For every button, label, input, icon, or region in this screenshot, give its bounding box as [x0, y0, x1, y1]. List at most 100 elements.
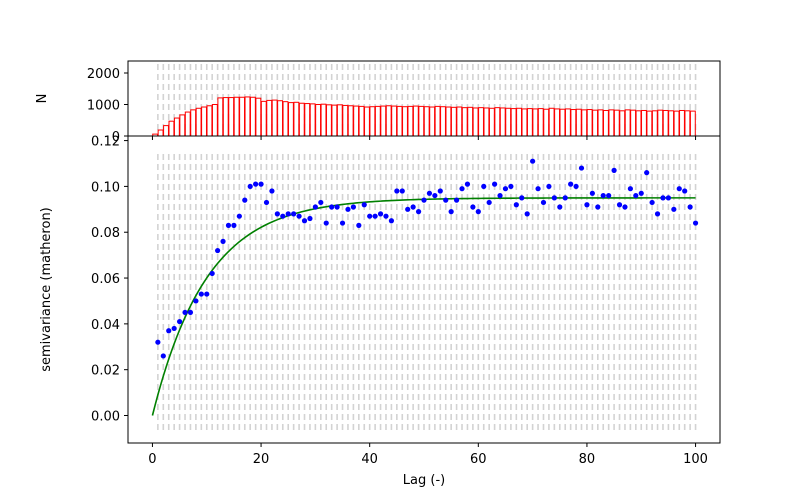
variogram-point: [367, 213, 373, 219]
experimental-variogram-points: [155, 158, 699, 359]
variogram-x-ticks: 0 20 40 60 80 100: [148, 443, 708, 467]
variogram-point: [616, 202, 623, 208]
variogram-point: [692, 220, 699, 226]
variogram-point: [296, 213, 302, 219]
variogram-point: [551, 195, 557, 201]
variogram-point: [329, 204, 335, 210]
variogram-point: [405, 206, 411, 212]
variogram-x-tick-label: 80: [579, 452, 596, 467]
variogram-y-tick-label: 0.10: [91, 180, 120, 195]
variogram-point: [470, 204, 476, 210]
variogram-point: [562, 195, 568, 201]
variogram-point: [318, 199, 324, 206]
variogram-point: [269, 188, 275, 194]
variogram-y-tick-label: 0.04: [91, 318, 120, 333]
variogram-point: [301, 218, 308, 224]
variogram-point: [388, 218, 395, 224]
variogram-point: [687, 204, 693, 210]
variogram-point: [589, 190, 595, 196]
variogram-point: [242, 197, 248, 203]
variogram-point: [524, 211, 530, 217]
variogram-point: [671, 206, 677, 212]
variogram-point: [182, 309, 188, 316]
variogram-point: [204, 291, 210, 297]
variogram-point: [345, 206, 351, 212]
variogram-point: [540, 199, 547, 206]
variogram-point: [361, 202, 367, 208]
variogram-point: [649, 199, 655, 206]
variogram-point: [372, 213, 378, 219]
histogram-y-tick-label: 0: [112, 130, 120, 145]
variogram-point: [274, 211, 280, 217]
variogram-point: [682, 188, 688, 194]
variogram-point: [633, 192, 639, 199]
variogram-point: [394, 188, 400, 194]
variogram-point: [231, 222, 237, 228]
variogram-point: [155, 339, 161, 345]
variogram-point: [453, 197, 460, 203]
variogram-x-tick-label: 60: [470, 452, 487, 467]
variogram-point: [171, 325, 177, 332]
variogram-point: [350, 204, 356, 210]
variogram-point: [399, 188, 405, 194]
variogram-point: [215, 247, 221, 254]
variogram-point: [644, 170, 650, 176]
variogram-point: [573, 183, 579, 190]
variogram-point: [497, 192, 503, 199]
variogram-point: [578, 165, 585, 171]
variogram-x-tick-label: 100: [683, 452, 708, 467]
variogram-point: [665, 195, 672, 201]
variogram-point: [519, 195, 525, 201]
variogram-point: [475, 209, 481, 215]
variogram-point: [426, 190, 433, 196]
variogram-point: [464, 181, 471, 187]
variogram-point: [513, 202, 519, 208]
variogram-panel: 0.00 0.02 0.04 0.06 0.08 0.10 0.12 0 20 40 60 80 10…: [39, 135, 721, 488]
variogram-point: [383, 213, 389, 219]
variogram-point: [481, 183, 487, 190]
variogram-point: [410, 204, 416, 210]
variogram-point: [160, 353, 166, 359]
variogram-y-tick-label: 0.00: [91, 410, 120, 425]
variogram-point: [638, 190, 644, 196]
variogram-point: [220, 238, 226, 244]
variogram-x-tick-label: 20: [253, 452, 270, 467]
variogram-point: [291, 211, 297, 217]
variogram-point: [263, 199, 270, 206]
variogram-point: [530, 158, 536, 164]
variogram-point: [611, 167, 617, 173]
histogram-y-tick-label: 2000: [87, 67, 120, 82]
variogram-point: [334, 204, 340, 210]
variogram-point: [253, 181, 259, 187]
histogram-y-tick-label: 1000: [87, 99, 120, 114]
variogram-point: [421, 197, 427, 203]
variogram-point: [187, 309, 194, 316]
variogram-point: [660, 195, 666, 201]
variogram-point: [209, 270, 215, 277]
variogram-y-tick-label: 0.02: [91, 364, 120, 379]
variogram-point: [166, 328, 172, 334]
variogram-point: [247, 183, 253, 190]
variogram-x-axis-label: Lag (-): [403, 473, 445, 488]
variogram-point: [285, 211, 291, 217]
variogram-point: [486, 199, 492, 206]
variogram-x-tick-label: 0: [148, 452, 156, 467]
variogram-point: [198, 291, 204, 297]
histogram-y-axis-label: N: [35, 94, 50, 104]
variogram-gridlines: [157, 154, 697, 431]
variogram-point: [415, 209, 422, 215]
variogram-point: [492, 181, 498, 187]
variogram-point: [236, 213, 242, 219]
variogram-point: [437, 188, 443, 194]
histogram-x-ticks: [151, 136, 697, 140]
histogram-y-ticks: 2000 1000 0: [87, 67, 128, 145]
variogram-y-tick-label: 0.06: [91, 272, 120, 287]
variogram-y-axis-label: semivariance (matheron): [39, 207, 54, 372]
variogram-axes-frame: [127, 135, 721, 444]
variogram-point: [502, 186, 509, 192]
variogram-point: [459, 186, 465, 192]
variogram-point: [432, 192, 438, 199]
variogram-point: [676, 186, 682, 192]
